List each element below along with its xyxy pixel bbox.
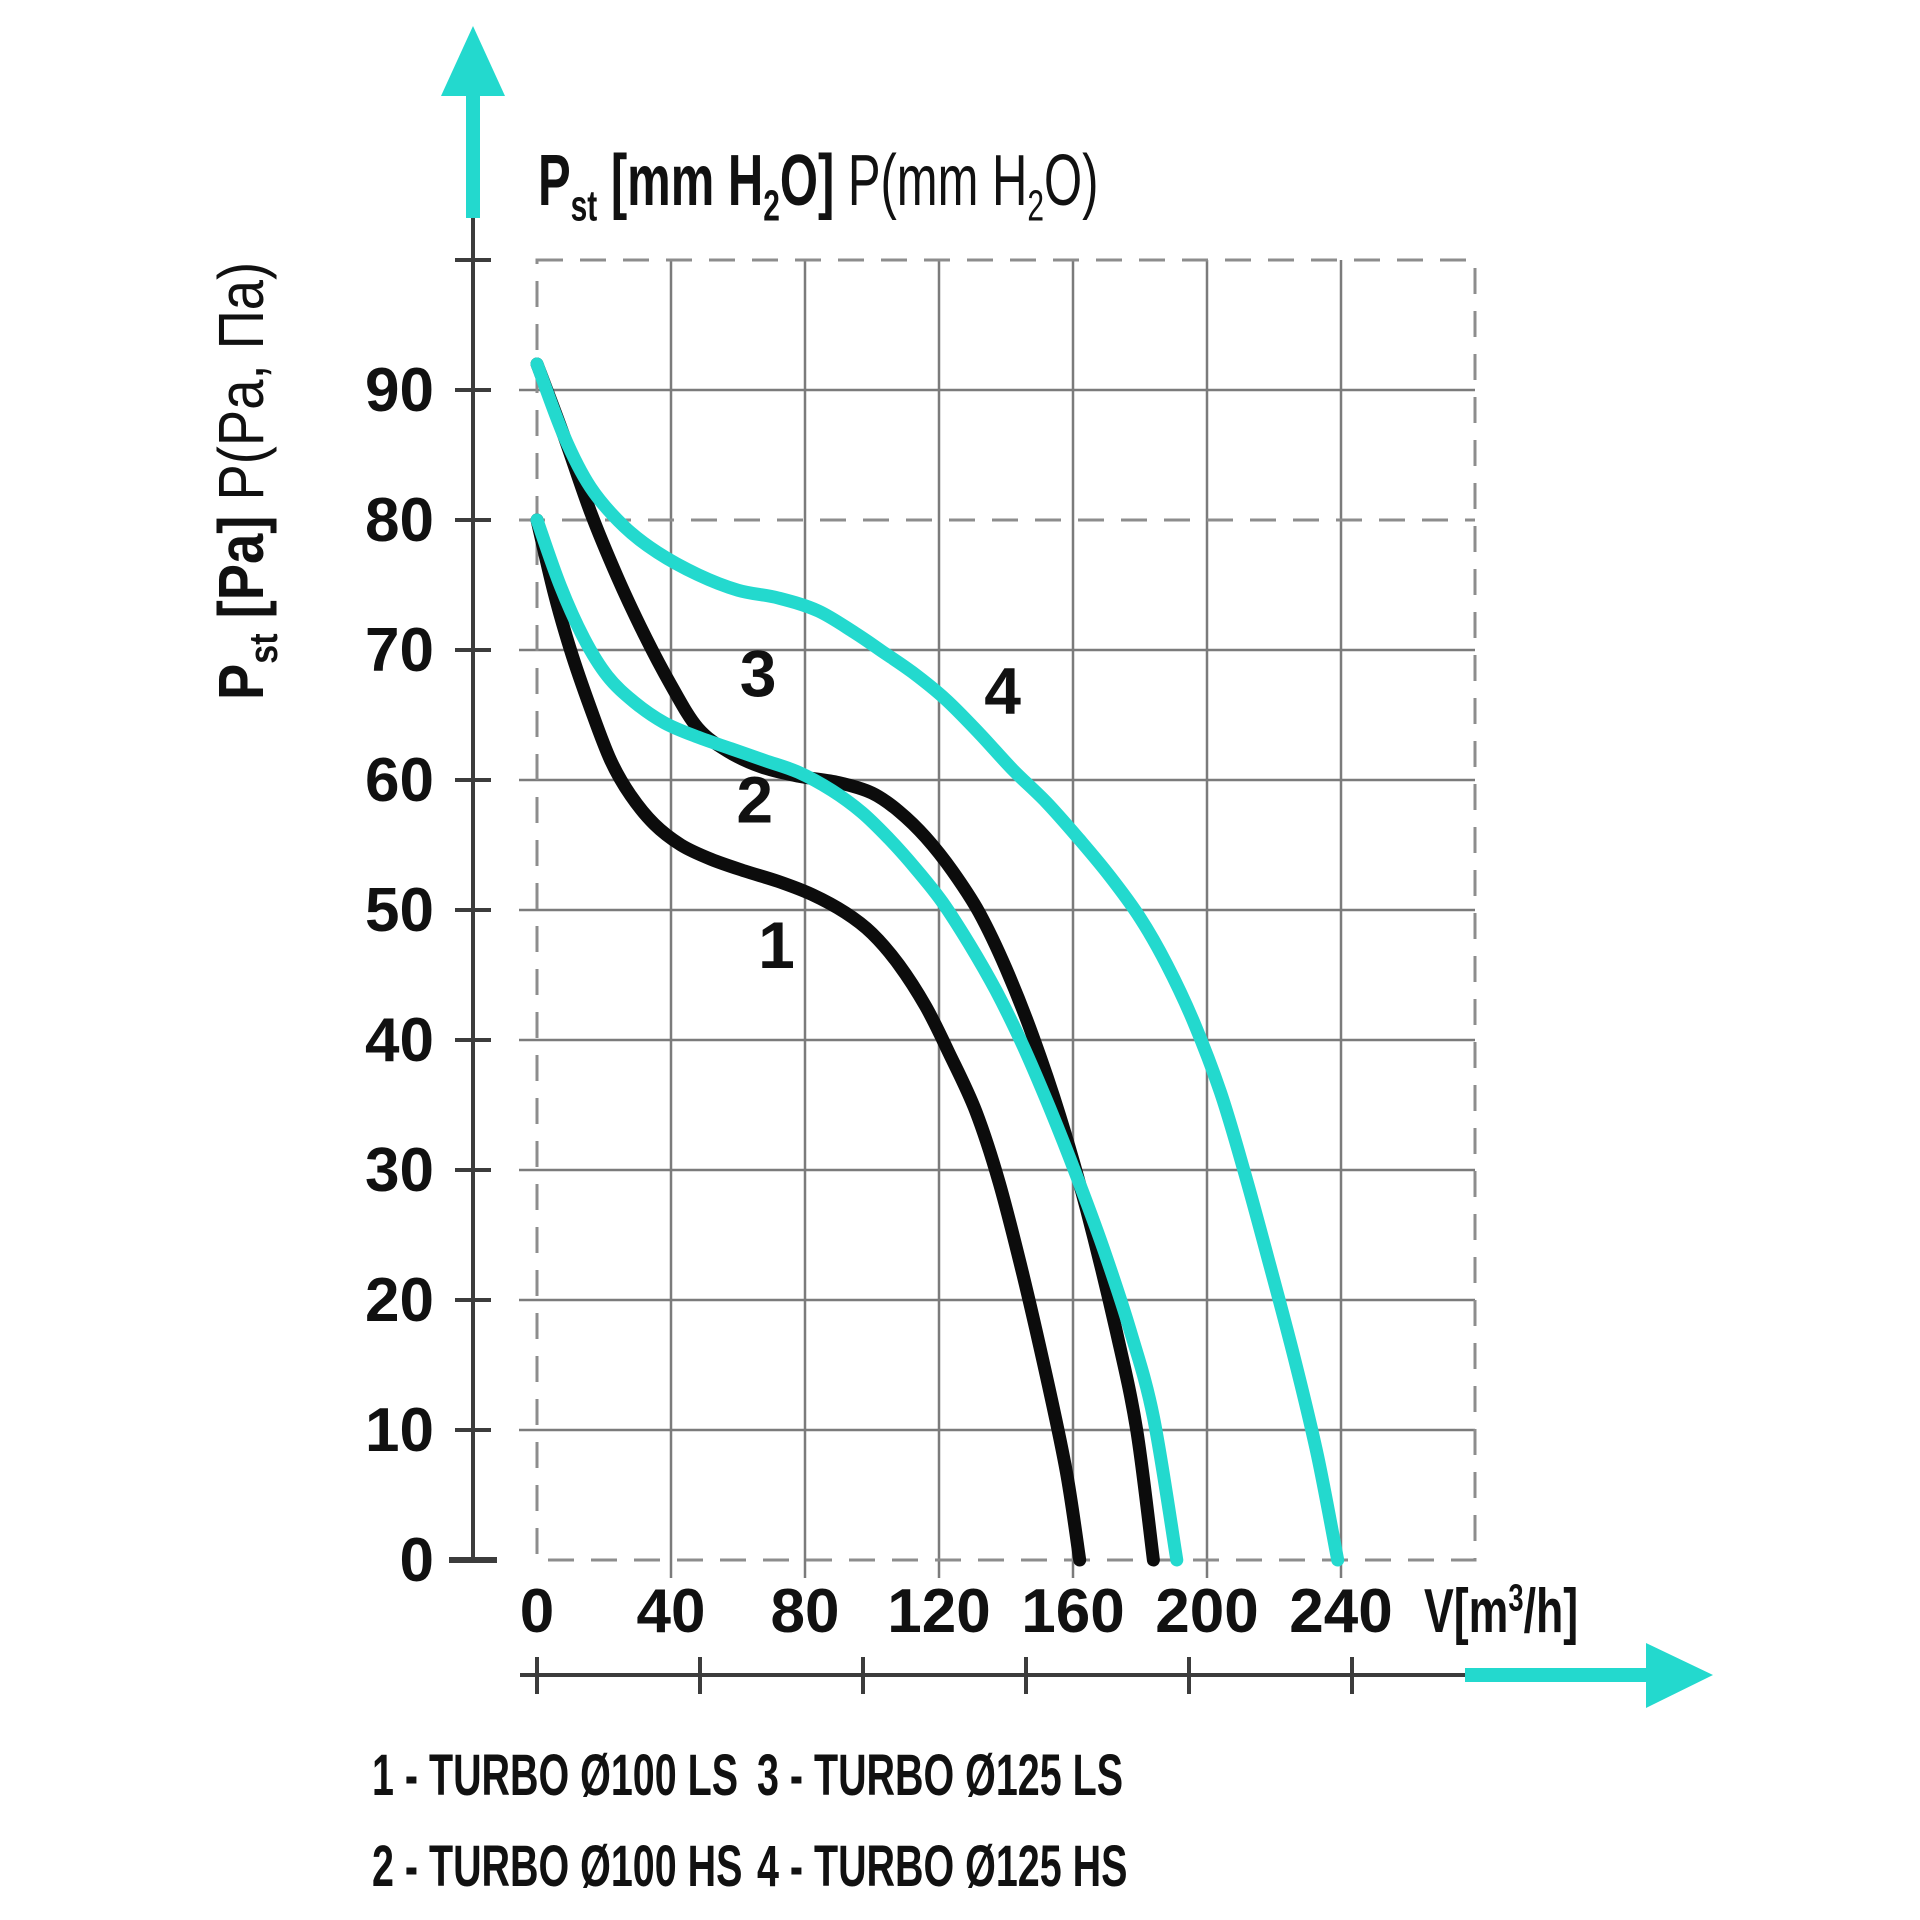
x-axis-ticks — [535, 1657, 1354, 1694]
y-axis-title: Pst [Pa] P(Pa, Пa) — [205, 261, 286, 700]
x-axis-arrow-icon — [1646, 1643, 1713, 1708]
curve-2-turbo-ø100-hs — [530, 357, 1160, 1567]
legend-item-2: 2 - TURBO Ø100 HS — [372, 1834, 743, 1899]
x-tick-label-80: 80 — [771, 1577, 840, 1646]
curve-number-label-1: 1 — [758, 908, 795, 982]
curve-number-label-4: 4 — [984, 653, 1021, 727]
y-axis-arrow-shaft — [466, 92, 480, 218]
y-tick-label-0: 0 — [400, 1526, 434, 1595]
y-tick-label-20: 20 — [365, 1266, 434, 1335]
chart-title: Pst [mm H2O] P(mm H2O) — [538, 141, 1099, 231]
y-tick-label-60: 60 — [365, 746, 434, 815]
y-axis-ticks — [449, 258, 497, 1563]
curve-1-turbo-ø100-ls — [530, 513, 1087, 1567]
curves-layer — [530, 357, 1345, 1567]
legend-item-4: 4 - TURBO Ø125 HS — [757, 1834, 1128, 1899]
x-tick-label-0: 0 — [520, 1577, 554, 1646]
y-tick-label-70: 70 — [365, 616, 434, 685]
x-axis-arrow-shaft — [1465, 1668, 1648, 1682]
tick-labels-layer: 0 10 20 30 40 50 60 70 80 90 0 40 80 120 160 200 240 — [365, 356, 1393, 1646]
grid-layer — [519, 260, 1475, 1578]
curve-labels-layer: 1 2 3 4 — [736, 636, 1021, 982]
x-tick-label-120: 120 — [887, 1577, 990, 1646]
y-tick-label-90: 90 — [365, 356, 434, 425]
x-tick-label-240: 240 — [1289, 1577, 1392, 1646]
y-tick-label-40: 40 — [365, 1006, 434, 1075]
legend: 1 - TURBO Ø100 LS 2 - TURBO Ø100 HS 3 - … — [372, 1742, 1302, 1900]
x-tick-label-200: 200 — [1155, 1577, 1258, 1646]
y-tick-label-80: 80 — [365, 486, 434, 555]
y-axis-arrow-icon — [441, 26, 505, 96]
y-tick-label-30: 30 — [365, 1136, 434, 1205]
y-tick-label-10: 10 — [365, 1396, 434, 1465]
x-tick-label-40: 40 — [637, 1577, 706, 1646]
curve-number-label-2: 2 — [736, 763, 773, 837]
legend-item-1: 1 - TURBO Ø100 LS — [372, 1743, 738, 1808]
curve-number-label-3: 3 — [740, 636, 777, 710]
legend-item-3: 3 - TURBO Ø125 LS — [757, 1743, 1123, 1808]
x-axis-unit-label: V[m3/h] — [1424, 1577, 1579, 1646]
curve-3-turbo-ø125-ls — [530, 513, 1184, 1567]
y-tick-label-50: 50 — [365, 876, 434, 945]
x-tick-label-160: 160 — [1021, 1577, 1124, 1646]
curve-4-turbo-ø125-hs — [530, 357, 1345, 1567]
